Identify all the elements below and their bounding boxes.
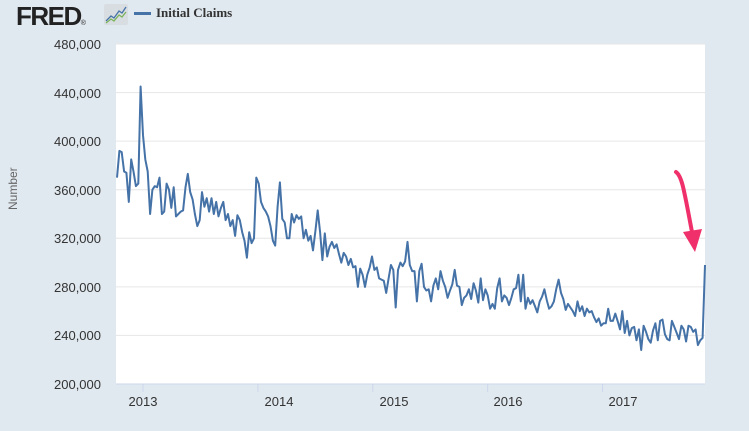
y-tick: 280,000 — [54, 280, 101, 295]
y-tick: 480,000 — [54, 37, 101, 52]
y-tick: 400,000 — [54, 134, 101, 149]
annotation-arrow — [674, 170, 702, 252]
chart-header: FRED® Initial Claims — [0, 0, 749, 32]
x-tick: 2014 — [264, 394, 294, 409]
y-tick: 240,000 — [54, 328, 101, 343]
legend-swatch — [134, 12, 151, 15]
fred-logo[interactable]: FRED® — [16, 1, 86, 32]
legend-label[interactable]: Initial Claims — [156, 5, 233, 20]
logo-text: FRED — [16, 1, 82, 31]
logo-registered-mark: ® — [80, 20, 86, 27]
x-tick: 2013 — [128, 394, 158, 409]
chart-trend-icon — [104, 4, 128, 25]
initial-claims-line[interactable] — [116, 85, 706, 351]
x-tick: 2017 — [608, 394, 638, 409]
gridlines — [116, 43, 705, 385]
y-tick: 200,000 — [54, 377, 101, 392]
y-tick: 320,000 — [54, 231, 101, 246]
y-tick: 440,000 — [54, 86, 101, 101]
y-tick: 360,000 — [54, 183, 101, 198]
x-tick: 2015 — [379, 394, 409, 409]
x-tick: 2016 — [493, 394, 523, 409]
x-tick-marks — [142, 384, 604, 392]
